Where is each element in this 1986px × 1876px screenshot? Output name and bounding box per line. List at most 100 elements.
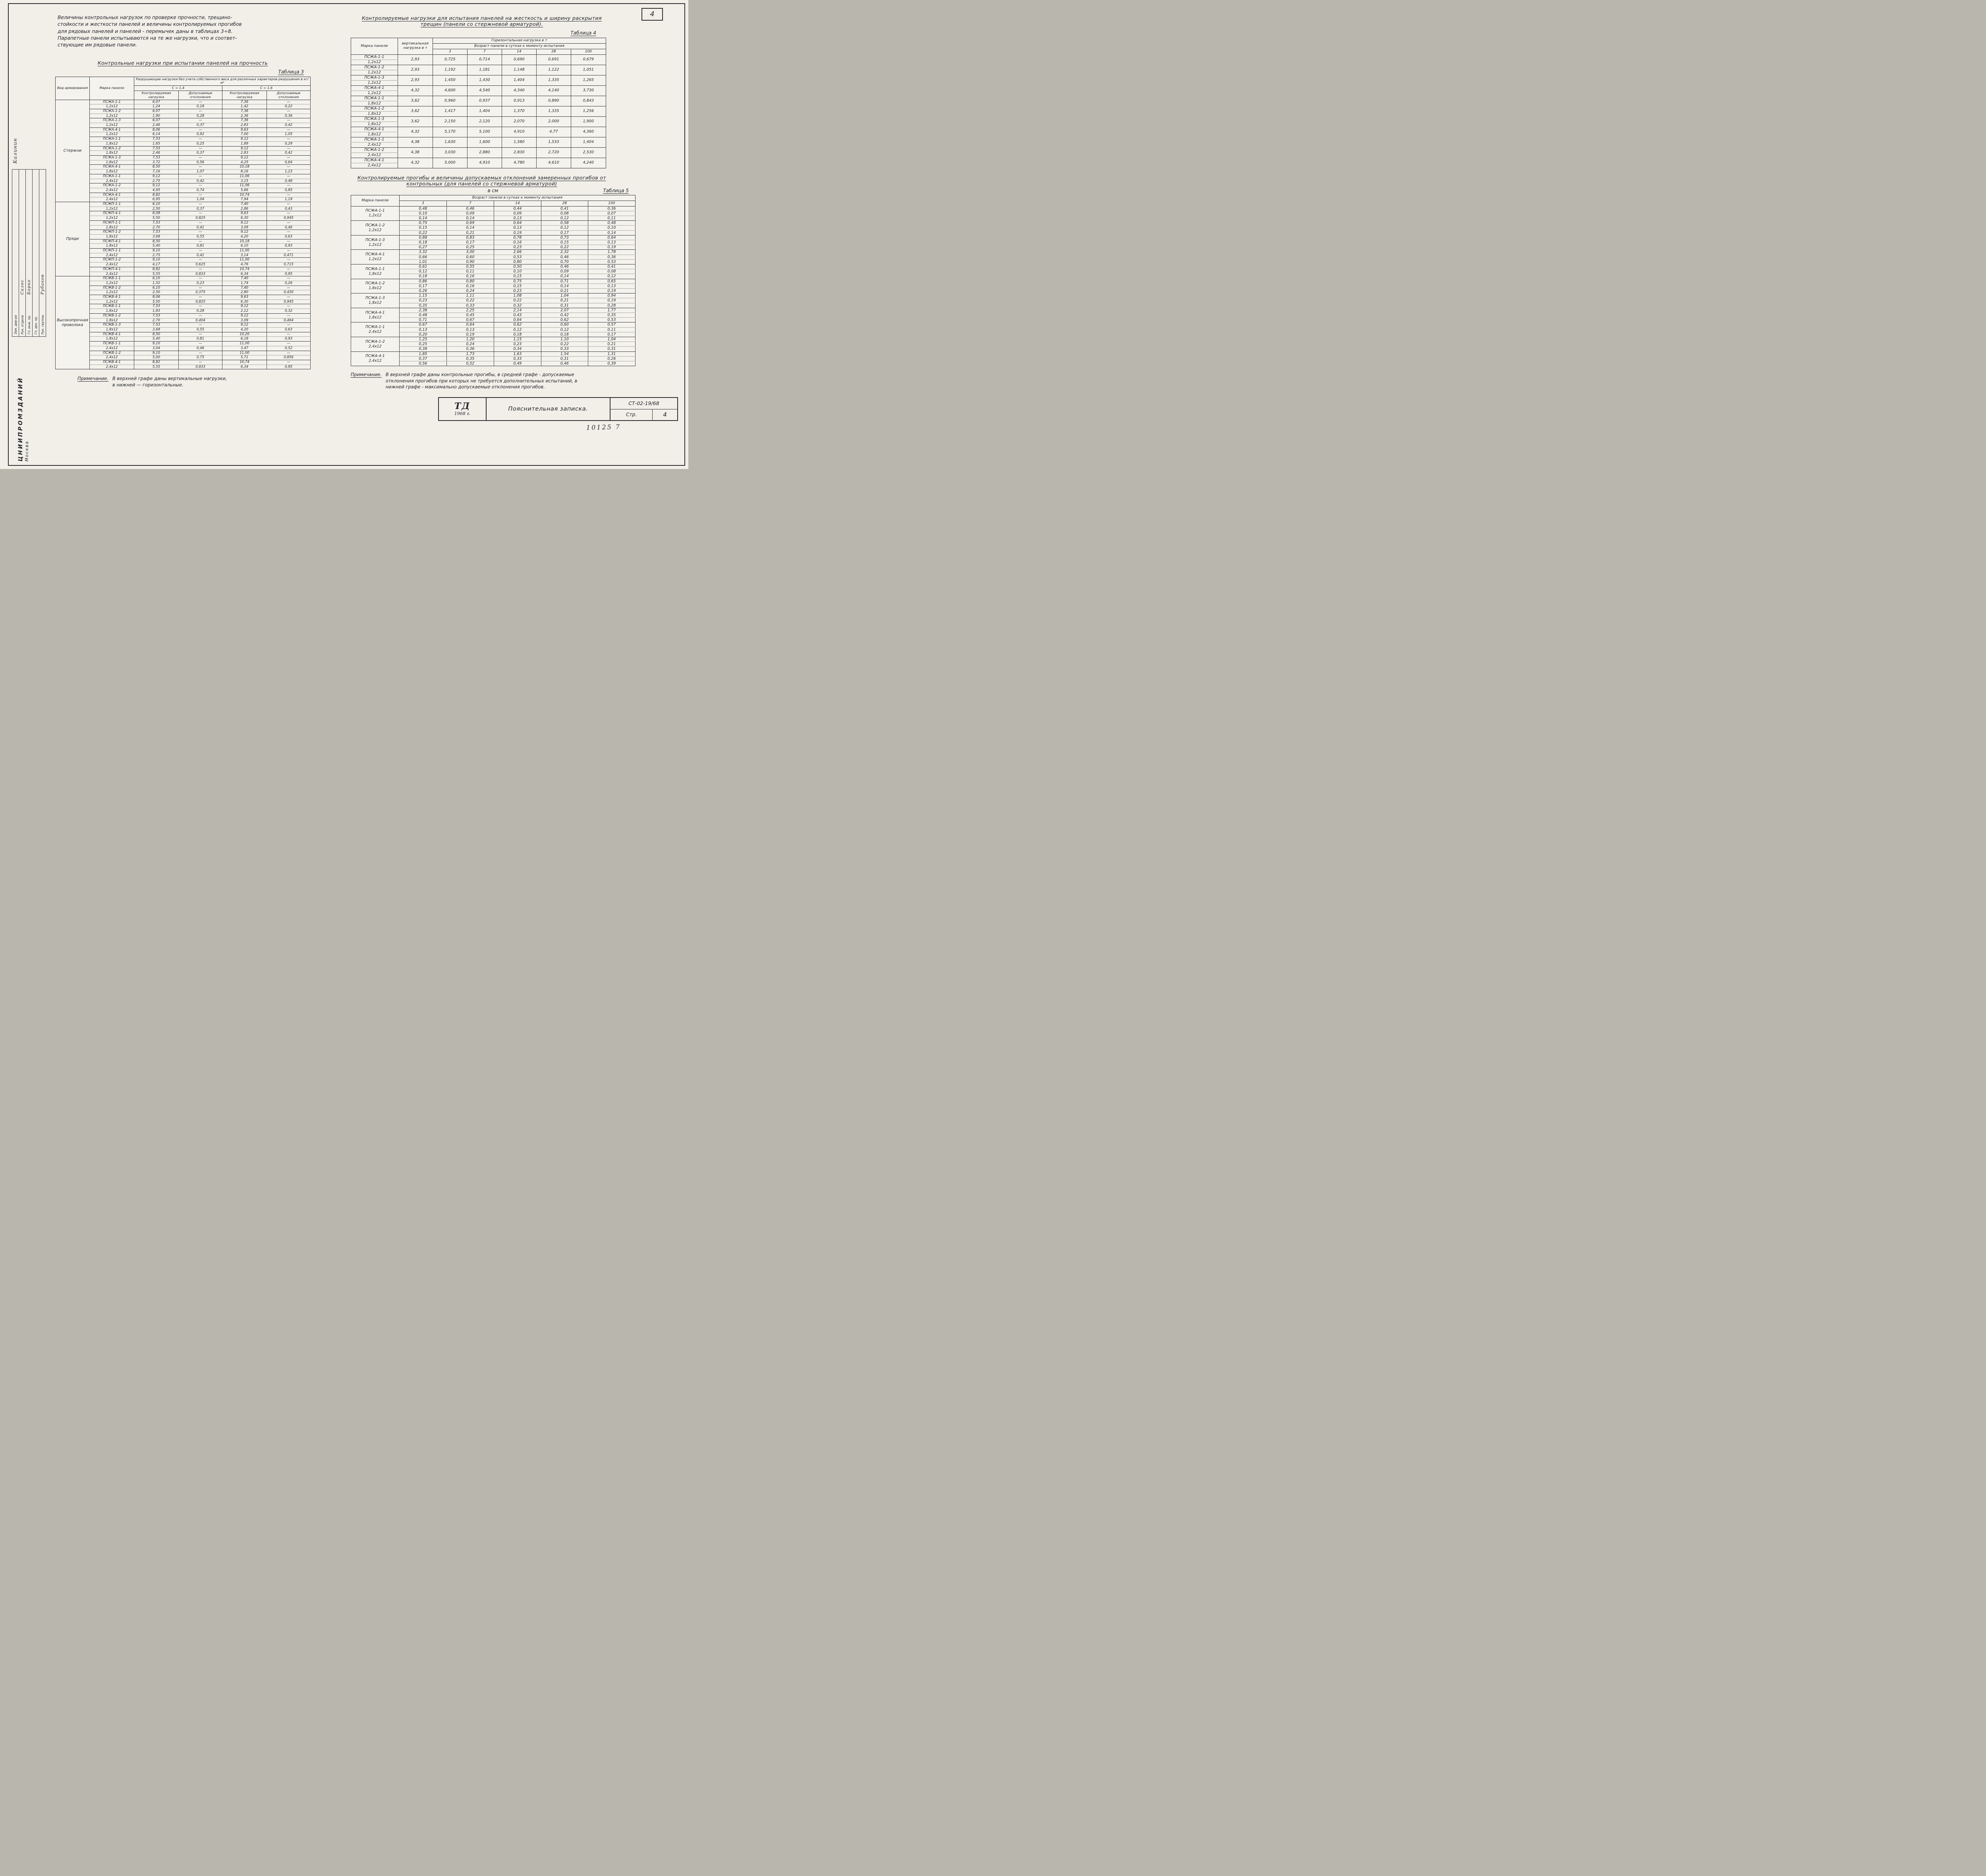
panel-mark: ПСЖА-1-1 xyxy=(89,100,134,105)
panel-mark-cell: ПСЖА-1-1 1,8х12 xyxy=(350,264,400,279)
horizontal-load-value: 0,725 xyxy=(432,54,468,65)
load-value: — xyxy=(266,202,311,207)
horizontal-load-value: 1,335 xyxy=(536,75,571,86)
load-value: 2,75 xyxy=(134,253,179,258)
load-value: — xyxy=(266,313,311,318)
panel-size: 2,4х12 xyxy=(89,272,134,277)
deflection-value: 0,64 xyxy=(493,317,541,323)
deflection-value: 0,11 xyxy=(587,216,636,221)
column-header-vertical-load: вертикальная нагрузка в т xyxy=(397,38,433,55)
deflection-value: 0,94 xyxy=(587,293,636,299)
load-value: 0,41 xyxy=(178,225,222,230)
deflection-value: 0,16 xyxy=(446,284,494,289)
load-value: 0,81 xyxy=(178,336,222,342)
deflection-value: 1,11 xyxy=(446,293,494,299)
load-value: — xyxy=(178,286,222,291)
deflection-value: 0,13 xyxy=(493,225,541,231)
stamp-row: Гл. инж. пр. Борко xyxy=(26,170,33,336)
column-header-age: Возраст панели в сутках к моменту испыта… xyxy=(432,43,606,49)
panel-size: 1,8х12 xyxy=(89,141,134,147)
horizontal-load-value: 4,610 xyxy=(536,158,571,168)
horizontal-load-value: 1,192 xyxy=(432,65,468,75)
deflection-value: 1,15 xyxy=(399,293,447,299)
document-page: 4 Калинин Зам. дир-ра Рук. отдела Салос Гл.… xyxy=(0,0,688,469)
load-value: 0,833 xyxy=(178,272,222,277)
panel-mark: ПСЖА-4-1 xyxy=(350,158,398,163)
load-value: — xyxy=(178,276,222,281)
load-value: — xyxy=(178,313,222,318)
deflection-value: 0,17 xyxy=(587,332,636,338)
load-value: 1,89 xyxy=(222,141,267,147)
column-header-age-28: 28 xyxy=(541,200,588,207)
deflection-value: 0,71 xyxy=(541,279,588,284)
deflection-value: 0,33 xyxy=(541,346,588,352)
deflection-value: 0,73 xyxy=(541,235,588,240)
load-value: 9,63 xyxy=(222,295,267,300)
load-value: 10,18 xyxy=(222,239,267,244)
deflection-value: 0,24 xyxy=(446,288,494,294)
horizontal-load-value: 1,533 xyxy=(536,137,571,148)
panel-size: 2,4х12 xyxy=(89,355,134,360)
armature-group: Пряди xyxy=(55,202,90,277)
load-value: 6,14 xyxy=(134,132,179,137)
deflection-value: 0,23 xyxy=(399,298,447,303)
deflection-value: 0,33 xyxy=(493,356,541,362)
load-value: 11,00 xyxy=(222,351,267,356)
horizontal-load-value: 1,370 xyxy=(501,106,537,117)
horizontal-load-value: 2,000 xyxy=(536,116,571,127)
armature-group: Высокопрочная проволока xyxy=(55,276,90,370)
column-header-age-28: 28 xyxy=(536,48,571,55)
horizontal-load-value: 0,937 xyxy=(467,96,502,106)
load-value: 7,94 xyxy=(222,197,267,203)
right-column: Контролируемые нагрузки для испытания па… xyxy=(344,4,684,465)
deflection-value: 0,62 xyxy=(541,317,588,323)
load-value: 9,12 xyxy=(134,174,179,179)
deflection-value: 1,04 xyxy=(587,337,636,342)
load-value: 2,50 xyxy=(134,207,179,212)
panel-size: 1,2х12 xyxy=(89,216,134,221)
load-value: 0,26 xyxy=(266,281,311,286)
load-value: 0,92 xyxy=(178,132,222,137)
load-value: 9,63 xyxy=(222,127,267,133)
panel-mark-cell: ПСЖА-4-1 2,4х12 xyxy=(350,351,400,367)
deflection-value: 0,60 xyxy=(446,255,494,260)
deflection-value: 2,25 xyxy=(446,308,494,313)
load-value: 0,833 xyxy=(178,365,222,370)
organization-city: Москва xyxy=(25,440,29,461)
panel-mark: ПСЖА-1-2 xyxy=(89,146,134,151)
horizontal-load-value: 1,404 xyxy=(467,106,502,117)
deflection-value: 0,11 xyxy=(587,327,636,332)
column-header-age-3: 3 xyxy=(399,200,447,207)
deflection-value: 0,58 xyxy=(541,220,588,226)
load-value: — xyxy=(266,164,311,170)
load-value: 0,430 xyxy=(266,290,311,295)
deflection-value: 0,46 xyxy=(446,206,494,211)
deflection-value: 0,45 xyxy=(446,313,494,318)
load-value: 9,12 xyxy=(222,322,267,328)
deflection-value: 0,18 xyxy=(493,332,541,338)
deflection-value: 0,57 xyxy=(587,322,636,328)
horizontal-load-value: 2,830 xyxy=(501,147,537,158)
deflection-value: 0,22 xyxy=(493,298,541,303)
deflection-value: 0,12 xyxy=(541,225,588,231)
deflection-value: 0,27 xyxy=(399,245,447,250)
panel-mark: ПСЖВ-1-2 xyxy=(89,351,134,356)
load-value: — xyxy=(178,193,222,198)
deflection-value: 0,12 xyxy=(587,274,636,279)
load-value: 0,37 xyxy=(178,207,222,212)
panel-mark: ПСЖВ-4-1 xyxy=(89,360,134,365)
load-value: — xyxy=(266,155,311,160)
load-value: 8,82 xyxy=(134,360,179,365)
horizontal-load-value: 1,630 xyxy=(432,137,468,148)
column-header-dev: Допускаемые отклонения xyxy=(266,90,311,100)
load-value: 10,74 xyxy=(222,193,267,198)
load-value: 2,70 xyxy=(134,318,179,323)
load-value: 2,50 xyxy=(134,290,179,295)
panel-size: 1,8х12 xyxy=(89,169,134,174)
deflection-value: 0,67 xyxy=(446,317,494,323)
load-value: 0,75 xyxy=(178,355,222,360)
panel-size: 1,2х12 xyxy=(89,123,134,128)
horizontal-load-value: 1,335 xyxy=(536,106,571,117)
load-value: 10,74 xyxy=(222,360,267,365)
load-value: 0,95 xyxy=(266,272,311,277)
